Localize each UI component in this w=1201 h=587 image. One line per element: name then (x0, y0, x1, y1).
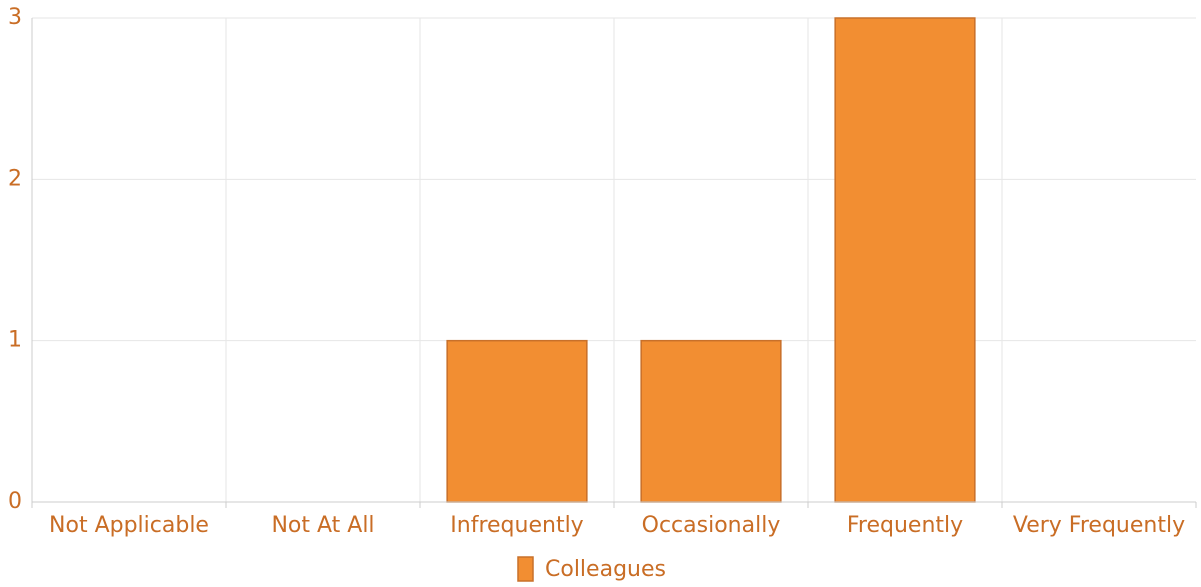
bar[interactable] (446, 339, 588, 503)
x-axis-ticks: Not Applicable Not At All Infrequently Occa… (49, 513, 1185, 538)
bar[interactable] (834, 17, 976, 503)
legend-label: Colleagues (545, 557, 666, 582)
axes (31, 18, 1197, 508)
y-axis-ticks: 0 1 2 3 (8, 5, 22, 514)
y-tick-label: 2 (8, 166, 22, 191)
x-tick-label: Very Frequently (1013, 513, 1185, 538)
y-tick-label: 0 (8, 489, 22, 514)
x-tick-label: Frequently (847, 513, 963, 538)
x-tick-label: Infrequently (450, 513, 583, 538)
legend-swatch-icon (517, 556, 534, 582)
x-tick-label: Occasionally (642, 513, 781, 538)
bar[interactable] (640, 339, 782, 503)
x-tick-label: Not Applicable (49, 513, 209, 538)
bars (446, 17, 976, 503)
y-tick-label: 1 (8, 328, 22, 353)
grid-lines (32, 17, 1196, 502)
y-tick-label: 3 (8, 5, 22, 30)
legend[interactable]: Colleagues (517, 556, 666, 582)
x-tick-label: Not At All (271, 513, 374, 538)
